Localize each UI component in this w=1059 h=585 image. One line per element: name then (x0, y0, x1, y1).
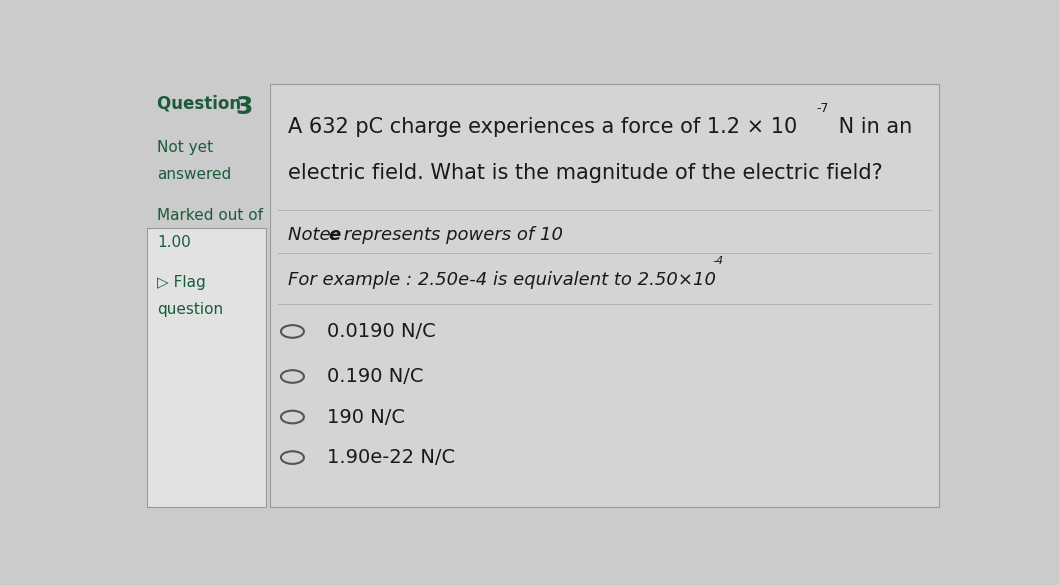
Text: N in an: N in an (831, 118, 912, 137)
Text: For example : 2.50e-4 is equivalent to 2.50×10: For example : 2.50e-4 is equivalent to 2… (288, 271, 716, 288)
FancyBboxPatch shape (270, 84, 939, 507)
Text: 1.90e-22 N/C: 1.90e-22 N/C (327, 448, 455, 467)
Text: Not yet: Not yet (157, 140, 213, 155)
Text: -7: -7 (816, 102, 829, 115)
Text: Marked out of: Marked out of (157, 208, 263, 222)
Text: e: e (328, 226, 341, 243)
FancyBboxPatch shape (147, 228, 266, 507)
Text: Question: Question (157, 95, 247, 113)
Text: ▷ Flag: ▷ Flag (157, 275, 205, 290)
Text: answered: answered (157, 167, 231, 182)
Text: question: question (157, 302, 223, 317)
Text: 190 N/C: 190 N/C (327, 408, 405, 426)
Text: represents powers of 10: represents powers of 10 (338, 226, 562, 243)
Text: 1.00: 1.00 (157, 235, 191, 250)
Text: 0.0190 N/C: 0.0190 N/C (327, 322, 435, 341)
Text: 3: 3 (235, 95, 252, 119)
Text: electric field. What is the magnitude of the electric field?: electric field. What is the magnitude of… (288, 163, 883, 183)
Text: A 632 pC charge experiences a force of 1.2 × 10: A 632 pC charge experiences a force of 1… (288, 118, 797, 137)
Text: Note:: Note: (288, 226, 343, 243)
Text: 0.190 N/C: 0.190 N/C (327, 367, 424, 386)
Text: -4: -4 (713, 256, 723, 266)
